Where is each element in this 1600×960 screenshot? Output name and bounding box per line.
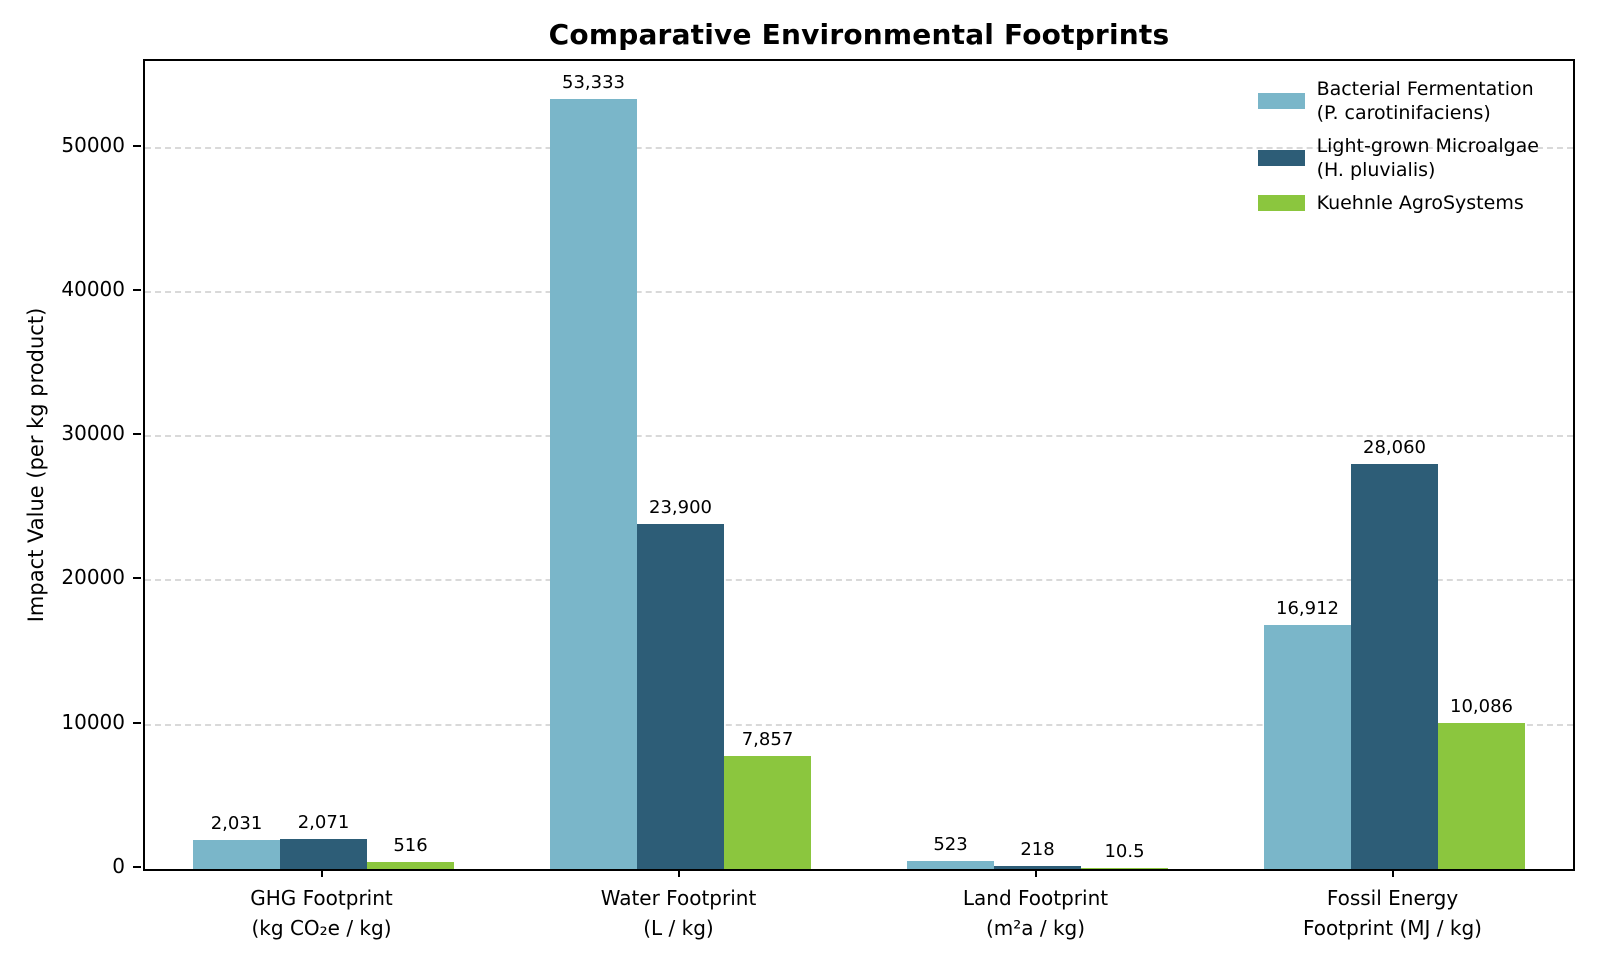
gridline-20000 (145, 579, 1573, 582)
legend-swatch-bacterial-fermentation (1257, 93, 1305, 109)
bar-value-bacterial-fermentation-ghg: 2,031 (210, 812, 263, 834)
gridline-50000 (145, 146, 1573, 149)
bar-light-grown-microalgae-ghg (280, 839, 367, 869)
bar-kuehnle-agrosystems-ghg (367, 861, 454, 869)
chart-title: Comparative Environmental Footprints (548, 18, 1170, 51)
bar-value-light-grown-microalgae-water: 23,900 (649, 497, 712, 519)
bar-kuehnle-agrosystems-water (724, 755, 811, 869)
bar-value-kuehnle-agrosystems-water: 7,857 (741, 728, 794, 750)
y-tick-label-10000: 10000 (61, 709, 125, 734)
legend-item-light-grown-microalgae: Light-grown Microalgae (H. pluvialis) (1257, 134, 1539, 182)
gridline-10000 (145, 723, 1573, 726)
bar-value-bacterial-fermentation-land: 523 (933, 834, 968, 856)
bar-value-light-grown-microalgae-land: 218 (1020, 838, 1055, 860)
y-tick-20000 (133, 577, 141, 580)
bar-value-light-grown-microalgae-fossil-energy: 28,060 (1363, 437, 1426, 459)
legend-swatch-light-grown-microalgae (1257, 150, 1305, 166)
x-tick-ghg (320, 869, 323, 877)
category-label-fossil-energy: Fossil Energy Footprint (MJ / kg) (1303, 886, 1482, 940)
y-tick-40000 (133, 288, 141, 291)
y-tick-label-0: 0 (112, 854, 125, 878)
legend-label-bacterial-fermentation: Bacterial Fermentation (P. carotinifacien… (1316, 78, 1534, 124)
bar-value-bacterial-fermentation-fossil-energy: 16,912 (1276, 597, 1339, 619)
bar-bacterial-fermentation-ghg (193, 839, 280, 869)
y-tick-label-50000: 50000 (61, 132, 125, 157)
bar-value-light-grown-microalgae-ghg: 2,071 (297, 812, 350, 834)
bar-bacterial-fermentation-fossil-energy (1264, 624, 1351, 869)
gridline-40000 (145, 290, 1573, 293)
y-tick-30000 (133, 433, 141, 436)
legend-label-light-grown-microalgae: Light-grown Microalgae (H. pluvialis) (1316, 135, 1539, 181)
x-tick-land (1034, 869, 1037, 877)
bar-bacterial-fermentation-land (907, 861, 994, 869)
bar-light-grown-microalgae-water (637, 524, 724, 869)
gridline-30000 (145, 435, 1573, 438)
category-label-land: Land Footprint (m²a / kg) (962, 886, 1109, 940)
category-label-ghg: GHG Footprint (kg CO₂e / kg) (250, 886, 393, 940)
bar-value-kuehnle-agrosystems-fossil-energy: 10,086 (1450, 696, 1513, 718)
category-label-water: Water Footprint (L / kg) (600, 886, 757, 940)
bar-value-bacterial-fermentation-water: 53,333 (562, 72, 625, 94)
legend: Bacterial Fermentation (P. carotinifacien… (1257, 77, 1539, 215)
x-tick-water (677, 869, 680, 877)
legend-label-kuehnle-agrosystems: Kuehnle AgroSystems (1316, 192, 1524, 214)
y-tick-10000 (133, 721, 141, 724)
bar-value-kuehnle-agrosystems-land: 10.5 (1104, 841, 1145, 862)
y-tick-label-40000: 40000 (61, 276, 125, 301)
y-tick-label-30000: 30000 (61, 421, 125, 446)
bar-kuehnle-agrosystems-land (1081, 868, 1168, 869)
bar-light-grown-microalgae-land (994, 865, 1081, 869)
x-tick-fossil-energy (1391, 869, 1394, 877)
bar-bacterial-fermentation-water (550, 99, 637, 869)
bar-kuehnle-agrosystems-fossil-energy (1438, 723, 1525, 869)
y-tick-50000 (133, 144, 141, 147)
legend-item-bacterial-fermentation: Bacterial Fermentation (P. carotinifacien… (1257, 77, 1539, 125)
plot-area: 2,031 2,071 516 53,333 23,900 7,857 523 218 10.5… (143, 59, 1575, 871)
y-tick-0 (133, 866, 141, 868)
bar-value-kuehnle-agrosystems-ghg: 516 (393, 834, 428, 856)
y-tick-label-20000: 20000 (61, 565, 125, 590)
legend-item-kuehnle-agrosystems: Kuehnle AgroSystems (1257, 191, 1539, 215)
legend-swatch-kuehnle-agrosystems (1257, 195, 1305, 211)
bar-light-grown-microalgae-fossil-energy (1351, 464, 1438, 869)
